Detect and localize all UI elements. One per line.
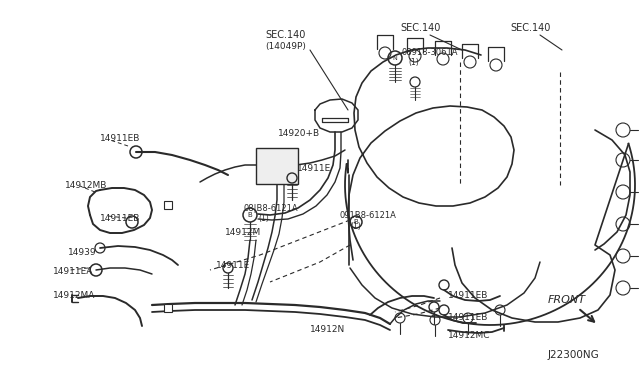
Text: 14911EA: 14911EA [53,267,93,276]
Text: (1): (1) [258,214,269,222]
Text: 14912MB: 14912MB [65,180,108,189]
Text: 14911EB: 14911EB [448,291,488,299]
Text: 14939: 14939 [68,247,97,257]
Text: (1): (1) [350,221,361,231]
Text: (14049P): (14049P) [265,42,306,51]
Text: 14912N: 14912N [310,326,345,334]
Text: 14911EB: 14911EB [100,214,140,222]
Text: 14912MC: 14912MC [448,331,490,340]
Text: 14911E: 14911E [297,164,332,173]
Bar [164,201,172,209]
Text: 14911E: 14911E [216,260,250,269]
Text: 08|B8-6121A: 08|B8-6121A [243,203,298,212]
Text: 14920+B: 14920+B [278,128,320,138]
Text: N: N [392,55,397,61]
Text: FRONT: FRONT [548,295,586,305]
Text: (1): (1) [408,58,419,67]
Text: SEC.140: SEC.140 [400,23,440,33]
Text: 08918-3061A: 08918-3061A [402,48,458,57]
Text: 14911EB: 14911EB [100,134,140,142]
Text: J22300NG: J22300NG [548,350,600,360]
Text: A: A [165,201,171,209]
FancyBboxPatch shape [256,148,298,184]
Text: 14911EB: 14911EB [448,314,488,323]
Text: B: B [354,219,358,225]
Text: 14912M: 14912M [225,228,261,237]
Text: A: A [165,304,171,312]
Text: SEC.140: SEC.140 [265,30,305,40]
Bar [164,304,172,312]
Text: 14912MA: 14912MA [53,291,95,299]
Text: B: B [248,212,252,218]
Text: 091B8-6121A: 091B8-6121A [340,211,397,219]
Text: SEC.140: SEC.140 [510,23,550,33]
